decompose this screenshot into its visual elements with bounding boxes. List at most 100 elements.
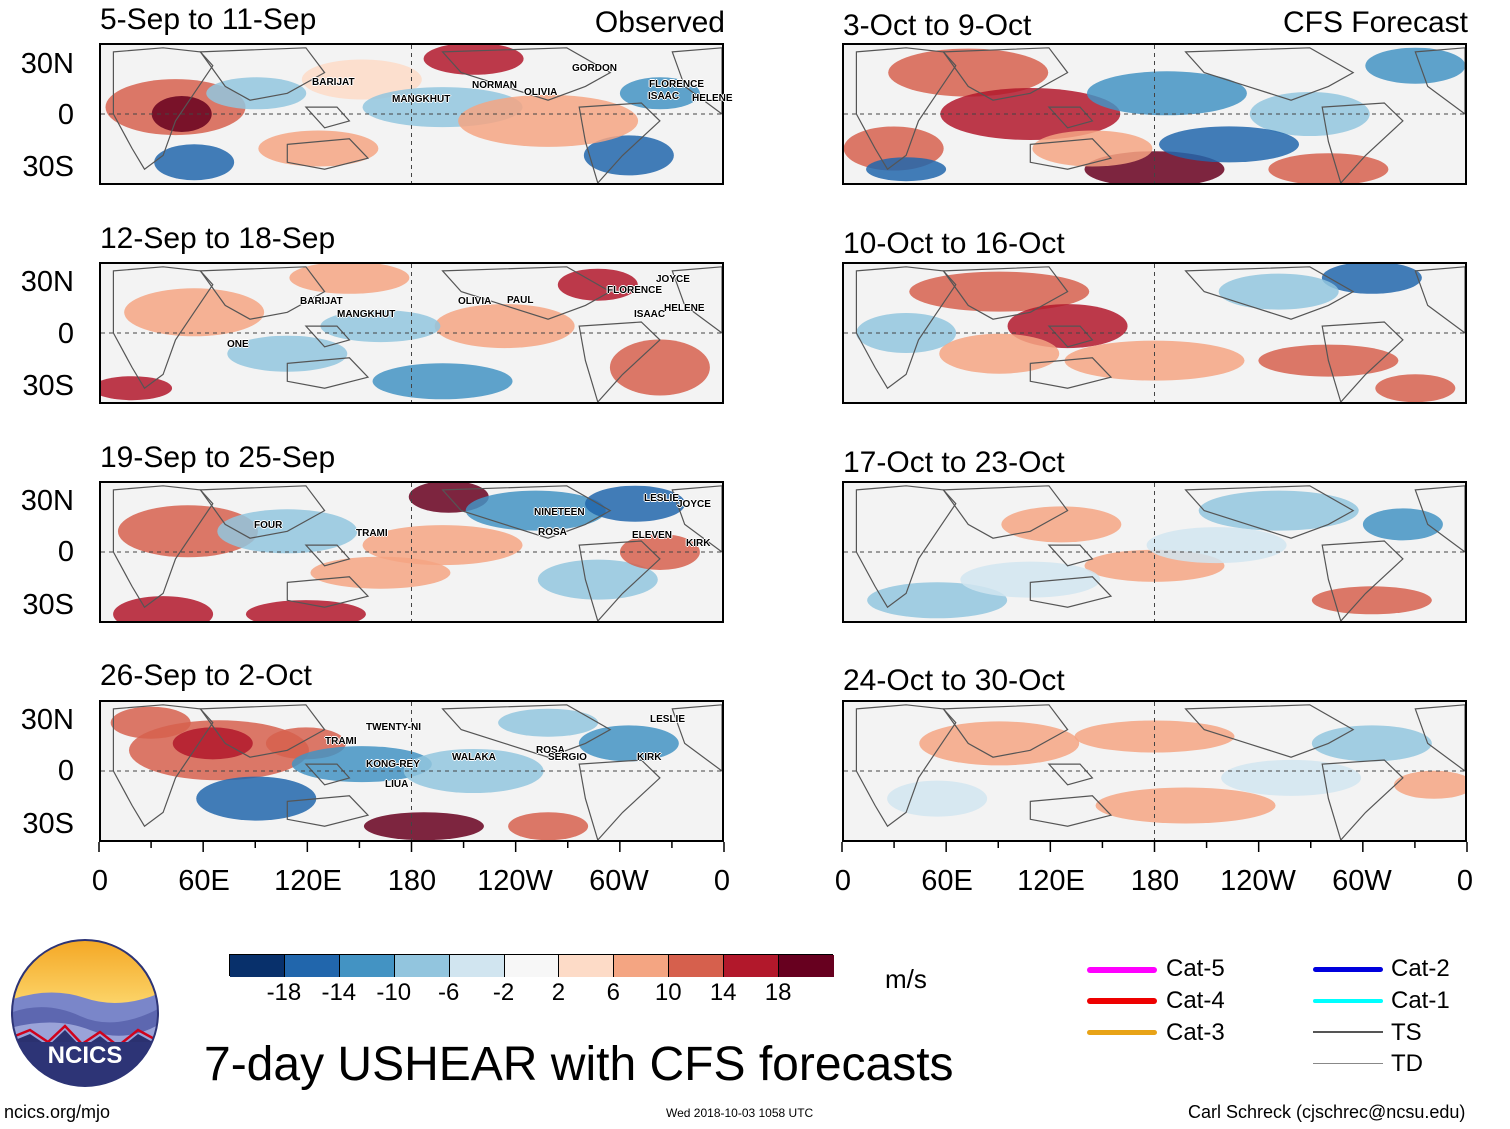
shear-anomaly-patch <box>1311 725 1432 762</box>
colorbar-tick-label: -18 <box>266 979 302 1006</box>
coastline <box>1321 321 1404 402</box>
shear-anomaly-patch <box>1268 153 1389 183</box>
shear-field <box>844 483 1465 621</box>
coastline <box>199 266 326 320</box>
cat3-label: Cat-3 <box>1166 1019 1225 1046</box>
storm-label: KIRK <box>686 538 711 549</box>
coastline <box>441 47 612 101</box>
shear-anomaly-patch <box>960 561 1101 598</box>
colorbar-swatch <box>779 955 834 977</box>
shear-anomaly-patch <box>1375 374 1456 402</box>
storm-label: LESLIE <box>644 493 680 504</box>
shear-anomaly-patch <box>434 304 575 349</box>
coastline <box>1414 704 1465 772</box>
lon-label: 120E <box>1017 865 1085 897</box>
shear-anomaly-patch <box>919 721 1080 766</box>
shear-anomaly-patch <box>887 780 988 817</box>
shear-anomaly-patch <box>1032 130 1153 167</box>
storm-label: JOYCE <box>677 499 711 510</box>
storm-label: ROSA <box>538 527 567 538</box>
cat2-label: Cat-2 <box>1391 955 1450 982</box>
coastline <box>1029 576 1113 608</box>
shear-field <box>101 702 722 840</box>
shear-anomaly-patch <box>206 77 307 110</box>
coastline <box>942 704 1069 758</box>
coastline <box>1321 540 1404 621</box>
lon-label: 0 <box>1456 865 1474 897</box>
coastline <box>671 266 722 334</box>
coastline <box>112 266 214 390</box>
coastline <box>199 704 326 758</box>
storm-label: ELEVEN <box>632 530 673 541</box>
coastline <box>1414 485 1465 553</box>
coastline <box>855 47 957 171</box>
storm-label: FLORENCE <box>649 79 704 90</box>
storm-label: HELENE <box>692 93 733 104</box>
lon-label: 120W <box>477 865 553 897</box>
coastline <box>304 763 351 786</box>
colorbar-swatch <box>339 955 395 977</box>
lon-label: 120E <box>274 865 342 897</box>
lat-label-30s: 30S <box>22 589 74 621</box>
ncics-logo: NCICS <box>10 938 160 1088</box>
coastline <box>199 485 326 539</box>
shear-anomaly-patch <box>372 363 513 400</box>
lon-label: 180 <box>1130 865 1180 897</box>
coastline <box>1184 704 1355 758</box>
colorbar-tick-label: 6 <box>606 979 621 1006</box>
storm-label: BARIJAT <box>300 296 343 307</box>
colorbar-swatch <box>559 955 615 977</box>
coastline <box>1414 47 1465 115</box>
storm-label: GORDON <box>572 63 617 74</box>
shear-anomaly-patch <box>227 335 348 372</box>
shear-anomaly-patch <box>458 94 639 147</box>
storm-label: LIUA <box>385 779 409 790</box>
colorbar-tick-label: -14 <box>321 979 357 1006</box>
footer-url[interactable]: ncics.org/mjo <box>4 1102 111 1122</box>
storm-label: SERGIO <box>548 752 587 763</box>
shear-anomaly-patch <box>508 812 589 840</box>
ts-swatch <box>1313 1031 1383 1033</box>
shear-anomaly-patch <box>619 77 700 110</box>
lon-label: 0 <box>834 865 852 897</box>
shear-anomaly-patch <box>609 339 710 396</box>
observed-map-panel <box>99 481 724 623</box>
coastline <box>112 47 214 171</box>
shear-anomaly-patch <box>291 746 432 783</box>
shear-anomaly-patch <box>258 130 379 167</box>
logo-text: NCICS <box>48 1042 123 1069</box>
cat1-swatch <box>1313 999 1383 1003</box>
coastline <box>578 321 661 402</box>
coastline <box>578 540 661 621</box>
colorbar-swatch <box>449 955 505 977</box>
shear-anomaly-patch <box>117 505 258 558</box>
colorbar-swatch <box>669 955 725 977</box>
forecast-map-panel <box>842 262 1467 404</box>
storm-label: OLIVIA <box>524 87 558 98</box>
shear-anomaly-patch <box>320 310 441 343</box>
storm-label: ISAAC <box>648 91 680 102</box>
coastline <box>286 795 370 827</box>
shear-anomaly-patch <box>1001 506 1122 543</box>
shear-anomaly-patch <box>498 708 599 737</box>
coastline <box>1047 325 1094 348</box>
observed-map-panel <box>99 700 724 842</box>
colorbar-tick-label: -10 <box>376 979 412 1006</box>
shear-anomaly-patch <box>1311 586 1432 615</box>
coastline <box>1321 102 1404 183</box>
colorbar-tick-label: 2 <box>551 979 566 1006</box>
colorbar-tick-label: 10 <box>654 979 682 1006</box>
colorbar-swatch <box>504 955 560 977</box>
observed-panel-1-title: 5-Sep to 11-Sep <box>100 3 317 36</box>
observed-map-panel <box>99 43 724 185</box>
shear-anomaly-patch <box>585 485 686 522</box>
shear-anomaly-patch <box>363 812 484 840</box>
coastline <box>1029 138 1113 170</box>
forecast-map-panel <box>842 481 1467 623</box>
lat-label-30n: 30N <box>20 485 74 517</box>
lat-label-30n: 30N <box>20 48 74 80</box>
shear-anomaly-patch <box>154 144 235 181</box>
coastline <box>1414 266 1465 334</box>
lat-label-30n: 30N <box>20 704 74 736</box>
colorbar-swatch <box>284 955 340 977</box>
